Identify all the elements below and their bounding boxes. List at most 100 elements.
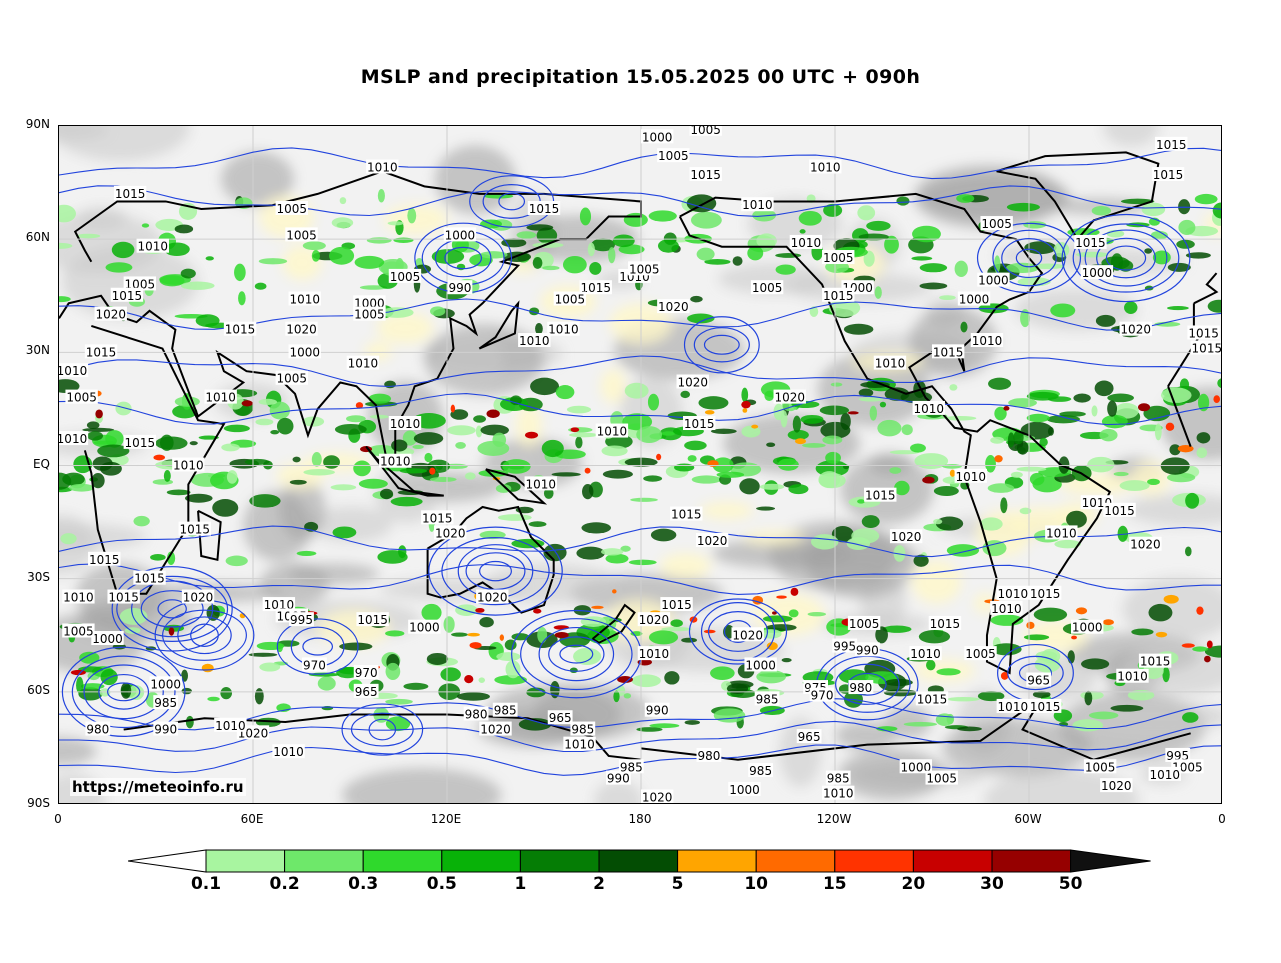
precip-cell	[587, 242, 595, 257]
precip-cell	[1013, 430, 1024, 445]
precip-cell	[256, 641, 285, 651]
precip-cell	[1088, 711, 1119, 720]
heavy-precip-cell	[1003, 406, 1010, 411]
isobar-label: 1010	[1148, 766, 1181, 782]
precip-cell	[856, 241, 868, 248]
precip-cell	[580, 616, 607, 627]
isobar-label: 985	[492, 702, 518, 718]
isobar-label: 1020	[1100, 778, 1133, 793]
precip-cell	[681, 637, 697, 643]
isobar-label: 1010	[136, 238, 169, 254]
precip-cell	[649, 723, 680, 729]
precip-cell	[430, 306, 446, 317]
map-panel[interactable]: 1000 1005 1005 1015 1010 1015 1015 1015 1010 1005…	[58, 125, 1222, 804]
isobar-label-text: 1015	[112, 289, 143, 303]
isobar-label-bg	[825, 770, 851, 785]
heavy-precip-cell	[1071, 635, 1077, 640]
isobar-label-bg	[421, 510, 454, 525]
precip-cell	[858, 397, 884, 402]
precip-cell	[622, 413, 653, 431]
precip-cell	[756, 670, 787, 684]
precip-cell	[575, 436, 583, 449]
isobar-label: 1020	[285, 321, 318, 337]
precip-cell	[1167, 262, 1191, 272]
cloud-patch	[984, 769, 1139, 803]
precip-cell	[781, 658, 792, 663]
colorbar-max-arrow	[1070, 849, 1151, 873]
precip-cell	[440, 667, 461, 682]
isobar-label-bg	[854, 642, 880, 657]
isobar-label-bg	[59, 363, 89, 378]
colorbar-segment	[755, 849, 836, 873]
coastline	[591, 603, 636, 644]
isobar-label-text: 1010	[273, 745, 304, 759]
map-canvas[interactable]: 1000100510051015101010151015101510101005…	[59, 126, 1222, 804]
isobar-label-text: 1015	[1075, 236, 1106, 250]
heavy-precip-cell	[1196, 606, 1204, 615]
precip-cell	[254, 688, 264, 705]
isobar-label-bg	[1148, 766, 1181, 781]
heavy-precip-cell	[1163, 594, 1179, 604]
isobar	[1084, 229, 1168, 287]
precip-cell	[1084, 690, 1093, 706]
isobar-label-bg	[353, 295, 386, 310]
heavy-precip-cell	[1213, 395, 1220, 403]
precip-cell	[994, 406, 1007, 421]
precip-cell	[860, 381, 890, 389]
isobar-label-bg	[353, 683, 379, 698]
isobar-label-bg	[912, 400, 945, 415]
precip-cell	[1185, 546, 1192, 557]
precip-cell	[713, 708, 746, 723]
isobar-label-bg	[275, 200, 308, 215]
isobar-label: 990	[644, 702, 670, 718]
isobar-label-text: 1005	[277, 202, 308, 216]
lat-tick-label: 30N	[25, 343, 50, 358]
isobar-label-text: 1010	[205, 391, 236, 405]
precip-cell	[1154, 321, 1181, 327]
heavy-precip-cell	[570, 427, 580, 433]
precip-cell	[1178, 219, 1196, 236]
precip-cell	[620, 545, 631, 552]
isobar	[83, 664, 164, 720]
precip-cell	[732, 256, 743, 266]
lat-tick-label: 60S	[27, 683, 50, 697]
precip-cell	[390, 496, 423, 507]
source-link[interactable]: https://meteoinfo.ru	[70, 778, 246, 796]
precip-cell	[601, 548, 624, 556]
precip-cell	[726, 683, 749, 694]
precip-cell	[473, 415, 486, 423]
isobar-label-bg	[1071, 619, 1104, 634]
precip-cell	[1067, 650, 1075, 664]
isobar-label-bg	[889, 529, 923, 544]
precip-cell	[1212, 202, 1221, 219]
precip-cell	[935, 516, 964, 531]
isobar-label-bg	[695, 532, 729, 547]
precip-cell	[762, 615, 793, 623]
isobar-label-text: 1020	[658, 300, 689, 314]
isobar-label: 1000	[443, 227, 477, 242]
isobar-label-text: 985	[571, 723, 594, 737]
precip-cell	[777, 458, 799, 471]
precip-cell	[223, 424, 250, 433]
isobar-label-text: 985	[756, 692, 779, 706]
precip-cell	[526, 224, 554, 231]
coastline	[1167, 385, 1192, 447]
precip-cell	[331, 217, 354, 229]
precip-cell	[1143, 405, 1171, 422]
isobar-label-text: 1015	[930, 617, 961, 631]
isobar-label: 980	[848, 680, 874, 695]
isobar-label: 1015	[1151, 167, 1185, 182]
isobar-label: 1005	[750, 280, 784, 295]
precip-cell	[1185, 492, 1200, 509]
isobar-label-bg	[822, 250, 855, 265]
isobar-label-text: 970	[811, 689, 834, 703]
precip-cell	[809, 306, 819, 317]
precip-cell	[933, 518, 943, 525]
precip-cell	[1023, 634, 1050, 641]
isobar	[428, 526, 563, 616]
precip-cell	[1131, 628, 1154, 636]
heavy-precip-cell	[1155, 631, 1168, 638]
isobar-label: 1020	[640, 789, 674, 803]
isobar	[140, 590, 204, 628]
isobar-label: 1020	[434, 525, 467, 540]
